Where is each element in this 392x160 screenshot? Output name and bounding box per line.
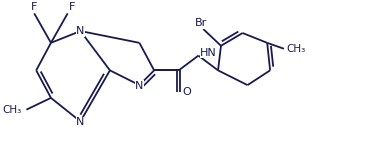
Text: CH₃: CH₃	[287, 44, 306, 54]
Text: HN: HN	[200, 48, 217, 58]
Text: CH₃: CH₃	[2, 105, 22, 115]
Text: N: N	[135, 81, 143, 91]
Text: F: F	[31, 2, 37, 12]
Text: F: F	[68, 2, 75, 12]
Text: Br: Br	[195, 18, 207, 28]
Text: N: N	[76, 117, 85, 128]
Text: N: N	[76, 26, 85, 36]
Text: O: O	[182, 87, 191, 97]
